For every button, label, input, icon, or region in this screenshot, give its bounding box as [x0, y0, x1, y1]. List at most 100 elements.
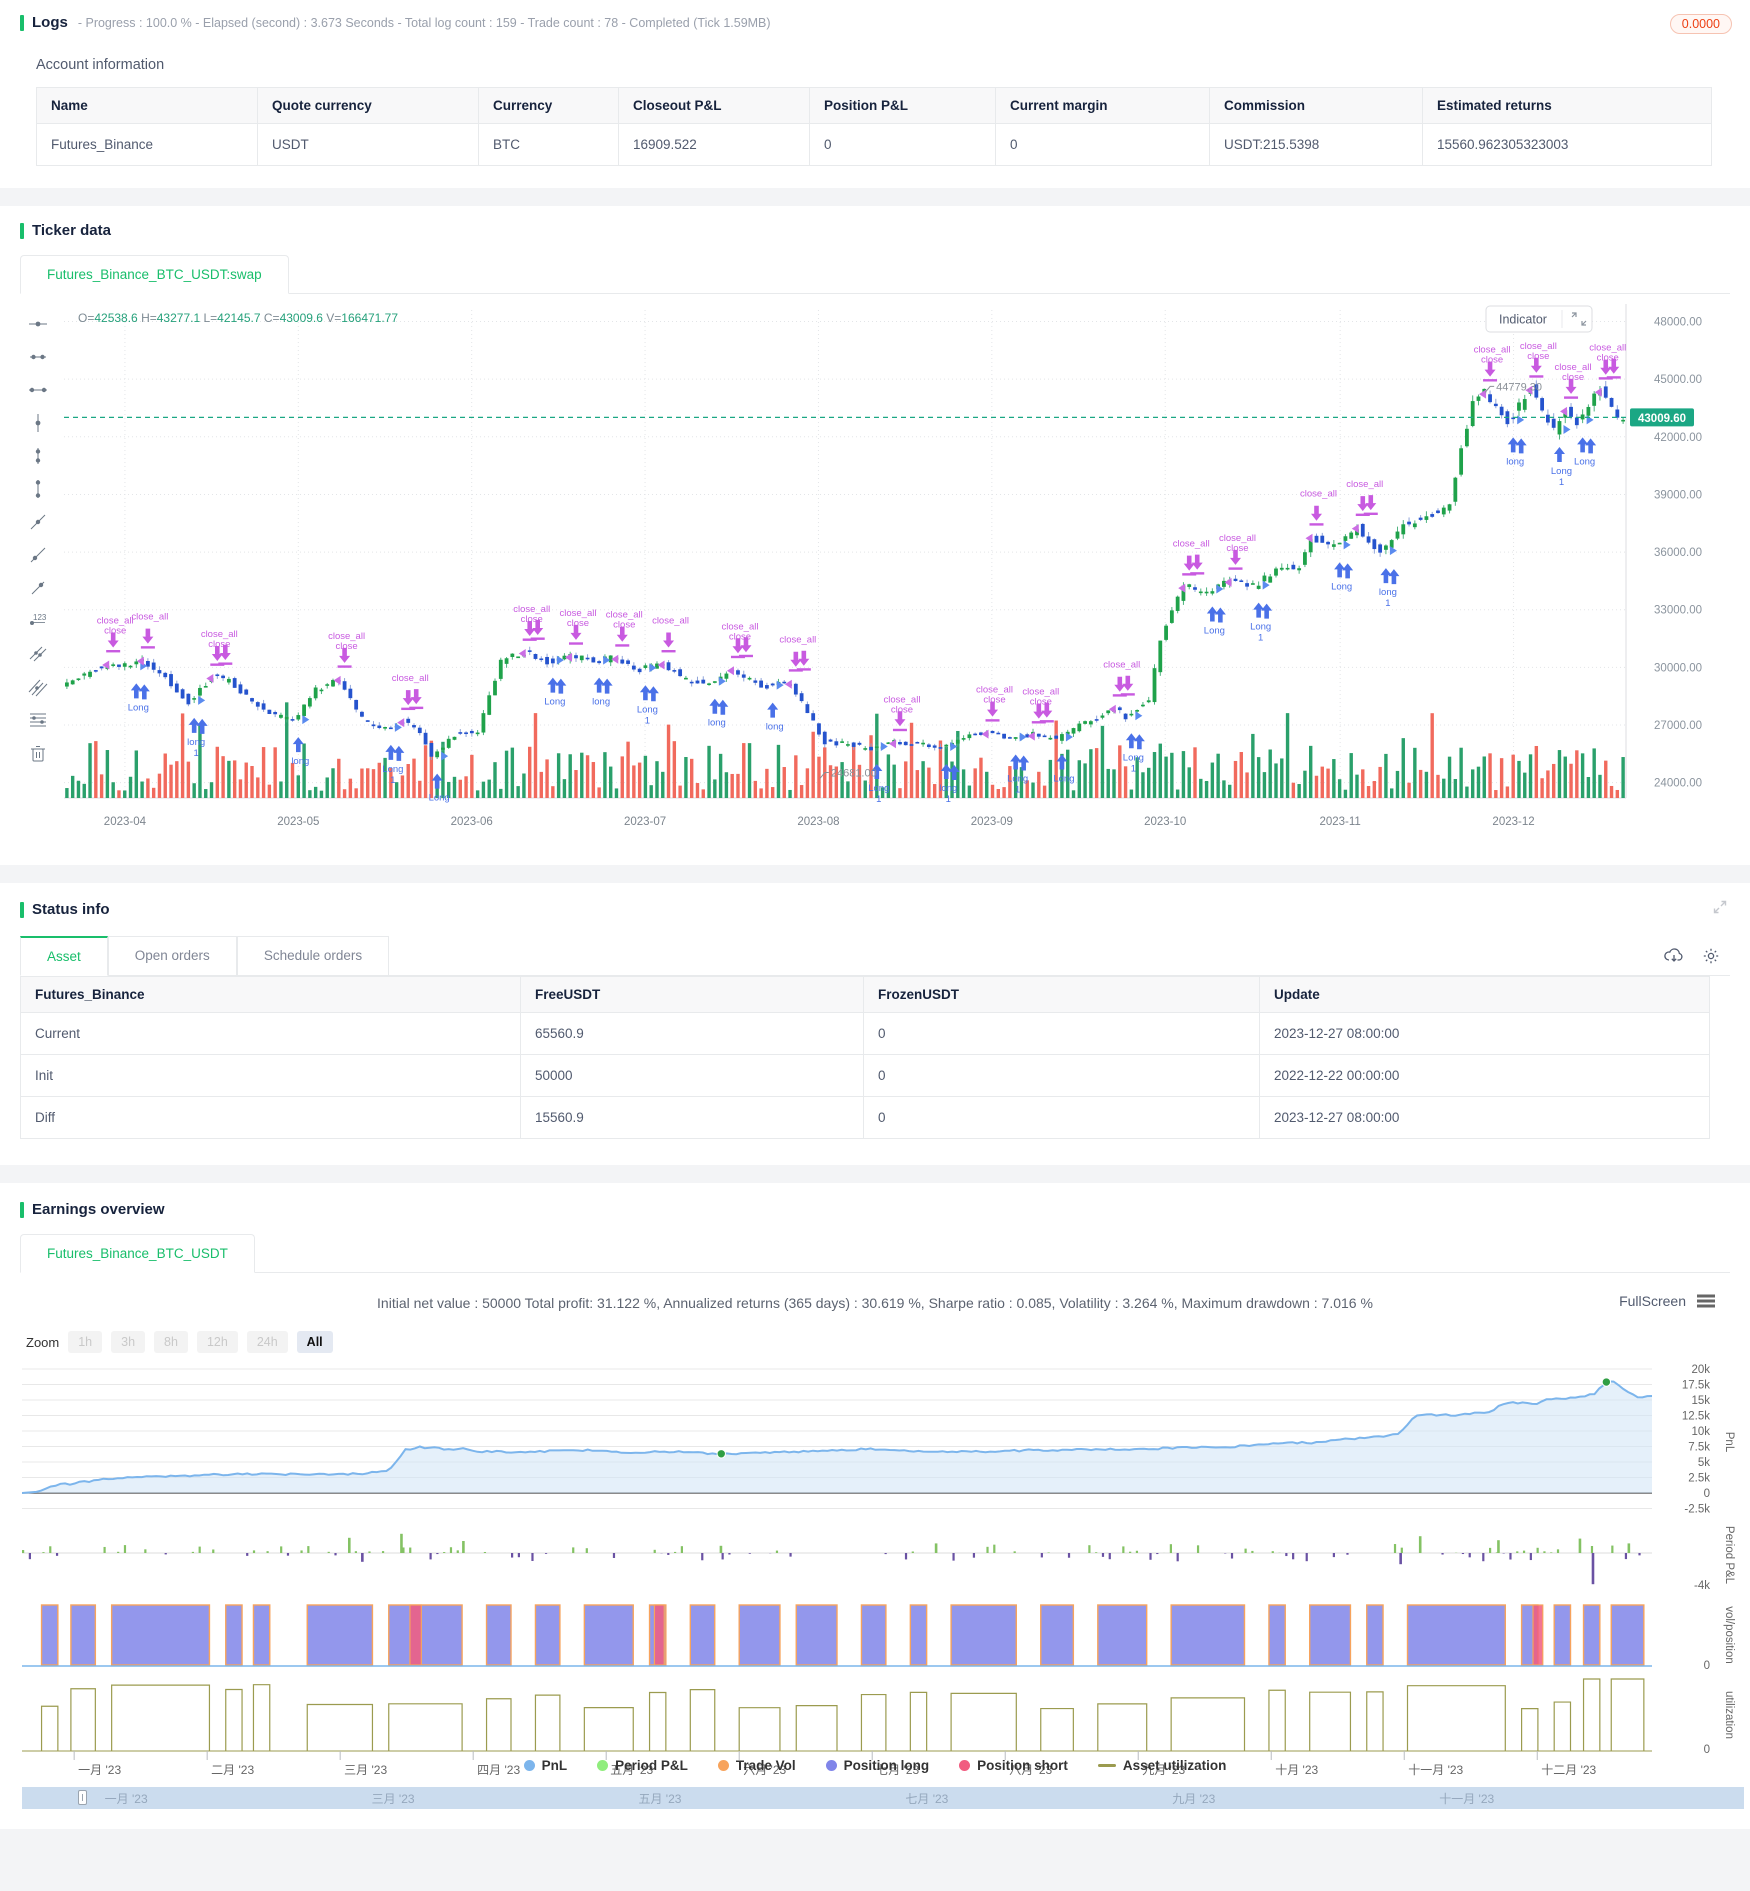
- fib-lines-tool-icon[interactable]: [26, 708, 50, 732]
- vline-tool-icon[interactable]: [26, 411, 50, 435]
- svg-text:三月 '23: 三月 '23: [344, 1763, 387, 1777]
- svg-text:-2.5k: -2.5k: [1684, 1504, 1710, 1516]
- position-long-dot: [825, 1760, 837, 1771]
- tab-asset[interactable]: Asset: [20, 936, 108, 976]
- hray-tool-icon[interactable]: [26, 378, 50, 402]
- zoom-12h-button[interactable]: 12h: [196, 1331, 238, 1353]
- svg-text:Long: Long: [1123, 752, 1144, 763]
- logs-progress-text: - Progress : 100.0 % - Elapsed (second) …: [77, 15, 771, 30]
- svg-text:close_all: close_all: [652, 616, 689, 627]
- svg-text:close: close: [1030, 697, 1052, 708]
- download-log-icon[interactable]: [1664, 947, 1684, 970]
- drawing-toolbar: 123: [16, 298, 60, 843]
- trendline-tool-icon[interactable]: [26, 510, 50, 534]
- candlestick-chart[interactable]: 48000.00 45000.00 42000.00 39000.00 36000.00…: [60, 298, 1710, 843]
- svg-text:1: 1: [1258, 633, 1263, 644]
- svg-text:close_all: close_all: [606, 610, 643, 621]
- svg-text:30000.00: 30000.00: [1654, 662, 1702, 674]
- svg-text:PnL: PnL: [1723, 1432, 1735, 1453]
- cell-current-label[interactable]: Current: [20, 1012, 521, 1055]
- svg-text:close: close: [1226, 543, 1248, 554]
- row-current: Current 65560.9 0 2023-12-27 08:00:00: [20, 1012, 1710, 1055]
- tab-schedule-orders[interactable]: Schedule orders: [236, 936, 390, 976]
- svg-text:1: 1: [1131, 763, 1136, 774]
- svg-text:1: 1: [946, 794, 951, 805]
- svg-text:long: long: [1379, 587, 1397, 598]
- parallel-lines-tool-icon[interactable]: [26, 642, 50, 666]
- col-commission: Commission: [1209, 87, 1423, 124]
- svg-text:close_all: close_all: [1555, 362, 1592, 373]
- svg-text:close_all: close_all: [201, 629, 238, 640]
- svg-text:5k: 5k: [1698, 1457, 1710, 1469]
- zoom-8h-button[interactable]: 8h: [154, 1331, 188, 1353]
- cell-init-update: 2022-12-22 00:00:00: [1259, 1054, 1710, 1097]
- chart-navigator[interactable]: 一月 '23 三月 '23 五月 '23 七月 '23 九月 '23 十一月 '…: [22, 1787, 1744, 1809]
- delete-drawings-icon[interactable]: [26, 741, 50, 765]
- svg-text:close: close: [1562, 372, 1584, 383]
- cell-init-free: 50000: [520, 1054, 864, 1097]
- menu-icon[interactable]: [1696, 1293, 1716, 1309]
- zoom-3h-button[interactable]: 3h: [111, 1331, 146, 1353]
- logs-title: Logs: [32, 14, 68, 31]
- svg-text:close_all: close_all: [1300, 489, 1337, 500]
- zoom-1h-button[interactable]: 1h: [68, 1331, 103, 1353]
- collapse-icon[interactable]: [1712, 899, 1728, 920]
- legend-position-short[interactable]: Position short: [959, 1758, 1068, 1773]
- svg-text:close_all: close_all: [392, 673, 429, 684]
- svg-text:close_all: close_all: [779, 635, 816, 646]
- cell-quote-currency: USDT: [257, 123, 479, 166]
- svg-text:Long: Long: [1574, 456, 1595, 467]
- svg-text:43009.60: 43009.60: [1638, 413, 1686, 425]
- legend-pnl[interactable]: PnL: [523, 1758, 567, 1773]
- svg-text:2023-05: 2023-05: [277, 816, 319, 828]
- svg-text:Indicator: Indicator: [1499, 313, 1547, 327]
- svg-text:45000.00: 45000.00: [1654, 374, 1702, 386]
- svg-text:1: 1: [1385, 598, 1390, 609]
- earnings-chart[interactable]: 20k 17.5k 15k 12.5k 10k 7.5k 5k 2.5k 0 -2.5k PnL -4…: [21, 1357, 1738, 1787]
- svg-text:10k: 10k: [1691, 1426, 1710, 1438]
- svg-text:48000.00: 48000.00: [1654, 317, 1702, 329]
- svg-text:long: long: [592, 697, 610, 708]
- extended-line-tool-icon[interactable]: [26, 576, 50, 600]
- asset-table: Futures_Binance FreeUSDT FrozenUSDT Upda…: [20, 976, 1710, 1139]
- svg-text:1: 1: [1015, 784, 1020, 795]
- zoom-24h-button[interactable]: 24h: [246, 1331, 288, 1353]
- svg-text:long: long: [187, 737, 205, 748]
- svg-text:2.5k: 2.5k: [1688, 1473, 1710, 1485]
- earnings-title: Earnings overview: [32, 1201, 165, 1218]
- section-accent-bar: [20, 1201, 24, 1218]
- vsegment-tool-icon[interactable]: [26, 444, 50, 468]
- legend-asset-utilization[interactable]: Asset utilization: [1097, 1758, 1226, 1773]
- svg-text:close: close: [521, 614, 543, 625]
- cell-diff-frozen: 0: [863, 1096, 1260, 1139]
- svg-text:2023-04: 2023-04: [104, 816, 147, 828]
- legend-trade-vol[interactable]: Trade Vol: [717, 1758, 796, 1773]
- ray-tool-icon[interactable]: [26, 543, 50, 567]
- svg-text:2023-06: 2023-06: [451, 816, 493, 828]
- legend-position-long[interactable]: Position long: [825, 1758, 929, 1773]
- svg-text:Long: Long: [544, 697, 565, 708]
- navigator-handle[interactable]: [78, 1790, 87, 1805]
- svg-text:Long: Long: [1250, 622, 1271, 633]
- settings-gear-icon[interactable]: [1702, 947, 1720, 970]
- section-accent-bar: [20, 14, 24, 31]
- hsegment-tool-icon[interactable]: [26, 345, 50, 369]
- price-label-tool-icon[interactable]: 123: [26, 609, 50, 633]
- svg-text:Long: Long: [429, 793, 450, 804]
- svg-text:close_all: close_all: [1103, 660, 1140, 671]
- fullscreen-button[interactable]: FullScreen: [1619, 1293, 1716, 1309]
- zoom-all-button[interactable]: All: [296, 1331, 333, 1353]
- row-diff: Diff 15560.9 0 2023-12-27 08:00:00: [20, 1096, 1710, 1139]
- position-short-dot: [959, 1760, 971, 1771]
- vray-tool-icon[interactable]: [26, 477, 50, 501]
- legend-period-pnl[interactable]: Period P&L: [597, 1758, 688, 1773]
- channel-tool-icon[interactable]: [26, 675, 50, 699]
- svg-text:2023-07: 2023-07: [624, 816, 666, 828]
- cell-currency: BTC: [478, 123, 619, 166]
- tab-open-orders[interactable]: Open orders: [107, 936, 237, 976]
- svg-text:close: close: [208, 639, 230, 650]
- tab-earnings-symbol[interactable]: Futures_Binance_BTC_USDT: [20, 1234, 255, 1273]
- hline-tool-icon[interactable]: [26, 312, 50, 336]
- svg-text:24681.00: 24681.00: [831, 768, 877, 780]
- tab-ticker-symbol[interactable]: Futures_Binance_BTC_USDT:swap: [20, 255, 289, 294]
